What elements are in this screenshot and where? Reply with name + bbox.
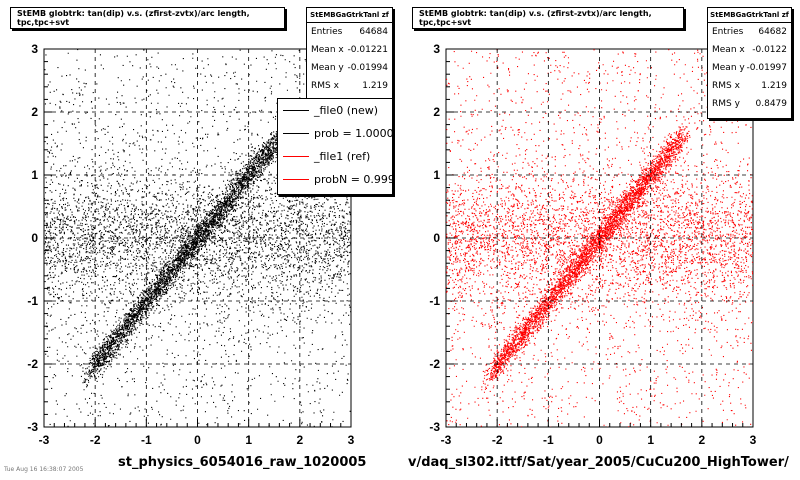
- right-stats-label: RMS y: [712, 99, 740, 109]
- scatter-panel-1: -3 -2 -1 0 1 2 3 -3 -2 -1 0 1 2 3: [429, 42, 756, 447]
- left-stats-name: StEMBGaGtrkTanl zf: [307, 8, 392, 23]
- right-stats-label: Mean x: [712, 45, 745, 55]
- y-tick-label: 1: [433, 168, 440, 182]
- y-tick-label: 3: [433, 42, 440, 56]
- x-tick-label: -2: [90, 433, 101, 447]
- y-tick-label: -2: [429, 357, 440, 371]
- right-stats-value: -0.01997: [746, 63, 787, 73]
- legend-item: prob = 1.000000: [278, 122, 392, 145]
- legend-label: _file0 (new): [314, 104, 379, 117]
- legend-line-red: [283, 156, 309, 157]
- legend-label: probN = 0.999999: [314, 173, 392, 186]
- right-stats-row: RMS y 0.8479: [708, 95, 791, 113]
- right-stats-label: RMS x: [712, 81, 740, 91]
- right-stats-row: RMS x 1.219: [708, 77, 791, 95]
- left-stats-label: RMS x: [311, 81, 339, 91]
- left-stats-box: StEMBGaGtrkTanl zf Entries 64684 Mean x …: [306, 7, 393, 100]
- x-tick-label: 2: [296, 433, 303, 447]
- x-tick-label: -2: [492, 433, 503, 447]
- left-stats-row: RMS x 1.219: [307, 77, 392, 95]
- scatter-points: [446, 49, 753, 427]
- left-stats-row: Mean y -0.01994: [307, 59, 392, 77]
- left-stats-row: Entries 64684: [307, 23, 392, 41]
- x-tick-label: 1: [647, 433, 654, 447]
- right-stats-value: 1.219: [761, 81, 787, 91]
- right-stats-row: Entries 64682: [708, 23, 791, 41]
- right-stats-row: Mean y -0.01997: [708, 59, 791, 77]
- x-tick-label: -1: [141, 433, 152, 447]
- left-title-box: StEMB globtrk: tan(dip) v.s. (zfirst-zvt…: [10, 7, 285, 29]
- x-tick-label: 3: [348, 433, 355, 447]
- x-tick-label: 0: [194, 433, 201, 447]
- left-stats-row: Mean x -0.01221: [307, 41, 392, 59]
- legend-item: _file1 (ref): [278, 145, 392, 168]
- y-tick-label: 0: [31, 231, 38, 245]
- left-stats-label: Entries: [311, 27, 343, 37]
- right-x-axis-title: v/daq_sl302.ittf/Sat/year_2005/CuCu200_H…: [408, 455, 789, 470]
- y-tick-label: 1: [31, 168, 38, 182]
- right-stats-label: Entries: [712, 27, 744, 37]
- x-tick-label: 1: [245, 433, 252, 447]
- right-stats-row: Mean x -0.0122: [708, 41, 791, 59]
- y-tick-label: -1: [27, 294, 38, 308]
- y-tick-label: 0: [433, 231, 440, 245]
- left-stats-value: 64684: [359, 27, 388, 37]
- legend-line-black: [283, 110, 309, 111]
- right-stats-value: -0.0122: [752, 45, 787, 55]
- legend: _file0 (new) prob = 1.000000 _file1 (ref…: [277, 98, 393, 195]
- right-stats-label: Mean y: [712, 63, 745, 73]
- legend-item: probN = 0.999999: [278, 168, 392, 191]
- left-stats-value: -0.01221: [347, 45, 388, 55]
- y-tick-label: -3: [27, 420, 38, 434]
- left-stats-label: Mean x: [311, 45, 344, 55]
- legend-item: _file0 (new): [278, 99, 392, 122]
- y-tick-label: -3: [429, 420, 440, 434]
- left-stats-label: Mean y: [311, 63, 344, 73]
- legend-line-red: [283, 179, 309, 180]
- y-tick-label: 3: [31, 42, 38, 56]
- legend-label: _file1 (ref): [314, 150, 371, 163]
- y-tick-label: -2: [27, 357, 38, 371]
- left-x-axis-title: st_physics_6054016_raw_1020005: [118, 455, 367, 470]
- footer-timestamp: Tue Aug 16 16:38:07 2005: [4, 466, 84, 473]
- right-stats-name: StEMBGaGtrkTanl zf: [708, 8, 791, 23]
- scatter-markers: [446, 49, 753, 427]
- left-stats-value: -0.01994: [347, 63, 388, 73]
- y-tick-label: 2: [31, 105, 38, 119]
- right-title-box: StEMB globtrk: tan(dip) v.s. (zfirst-zvt…: [412, 7, 684, 29]
- legend-label: prob = 1.000000: [314, 127, 393, 140]
- x-tick-label: -3: [441, 433, 452, 447]
- x-tick-label: 2: [698, 433, 705, 447]
- right-stats-value: 0.8479: [755, 99, 788, 109]
- legend-line-black: [283, 133, 309, 134]
- x-tick-label: 0: [596, 433, 603, 447]
- right-stats-value: 64682: [758, 27, 787, 37]
- y-tick-label: -1: [429, 294, 440, 308]
- left-stats-value: 1.219: [362, 81, 388, 91]
- x-tick-label: -3: [39, 433, 50, 447]
- x-tick-label: 3: [750, 433, 757, 447]
- x-tick-label: -1: [543, 433, 554, 447]
- right-stats-box: StEMBGaGtrkTanl zf Entries 64682 Mean x …: [707, 7, 792, 119]
- y-tick-label: 2: [433, 105, 440, 119]
